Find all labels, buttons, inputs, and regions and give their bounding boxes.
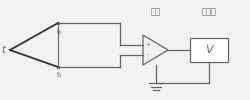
Text: V: V xyxy=(205,45,213,55)
Bar xyxy=(57,66,59,68)
Text: t₁: t₁ xyxy=(57,72,63,78)
Text: 电压表: 电压表 xyxy=(202,8,216,16)
Text: +: + xyxy=(146,42,150,47)
Bar xyxy=(57,22,59,24)
Text: 放大: 放大 xyxy=(150,8,160,16)
Bar xyxy=(190,38,228,62)
Text: t₀: t₀ xyxy=(57,29,63,35)
Text: -: - xyxy=(147,53,149,58)
Text: t: t xyxy=(1,45,5,55)
